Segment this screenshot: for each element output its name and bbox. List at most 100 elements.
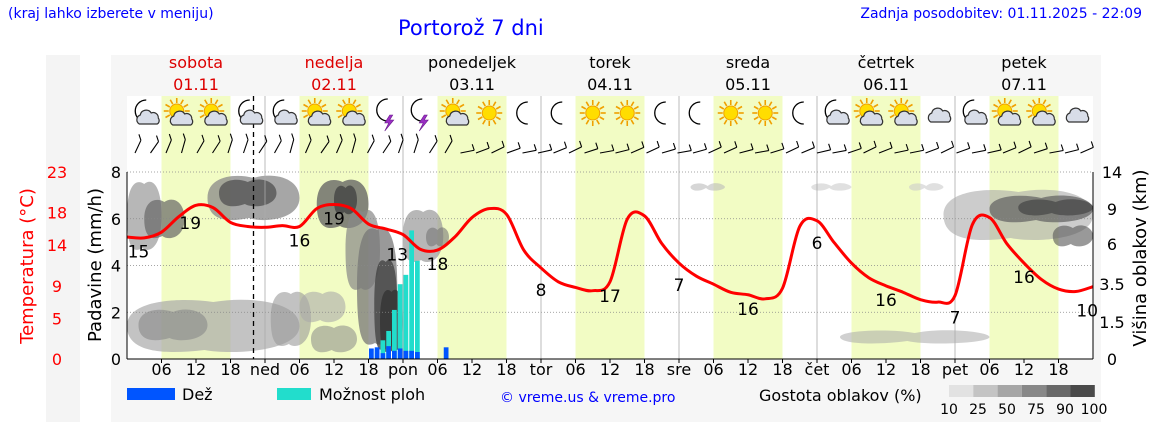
wind-shaft bbox=[584, 148, 598, 154]
temp-tick-label: 14 bbox=[47, 236, 67, 255]
rain-bar bbox=[409, 350, 414, 359]
wind-shaft bbox=[708, 146, 722, 154]
sun-ray bbox=[441, 103, 447, 108]
moon-cloud-icon bbox=[134, 99, 160, 125]
day-header: sreda 05.11 bbox=[725, 53, 771, 94]
sun-icon bbox=[476, 100, 503, 126]
cloud-area bbox=[811, 183, 852, 191]
sun-ray bbox=[581, 105, 587, 110]
wind-shaft bbox=[491, 146, 505, 154]
wind-barb bbox=[1033, 142, 1048, 154]
rain-bar bbox=[443, 347, 449, 359]
sun-ray bbox=[723, 119, 728, 125]
wind-barb bbox=[537, 143, 553, 154]
wind-feather bbox=[308, 133, 312, 141]
cloud-shape bbox=[997, 110, 1022, 126]
wind-shaft bbox=[971, 149, 986, 154]
sun-ray bbox=[630, 101, 635, 107]
wind-feather bbox=[400, 133, 404, 140]
wind-feather bbox=[811, 141, 815, 148]
sun-ray bbox=[169, 99, 174, 105]
wind-shaft bbox=[444, 140, 453, 154]
wind-barb bbox=[444, 134, 453, 154]
wind-shaft bbox=[320, 141, 330, 154]
wind-barb bbox=[335, 134, 343, 154]
cloud-density-swatch bbox=[949, 385, 974, 397]
x-tick-label: ned bbox=[250, 360, 280, 379]
sun-ray bbox=[894, 99, 898, 105]
wind-feather bbox=[501, 140, 505, 148]
temperature-label: 19 bbox=[323, 210, 345, 230]
day-date: 04.11 bbox=[587, 75, 633, 94]
wind-barb bbox=[940, 140, 955, 154]
day-name: petek bbox=[1001, 53, 1047, 72]
rain-bar bbox=[369, 348, 374, 359]
x-tick-label: 18 bbox=[358, 360, 378, 379]
day-header: torek 04.11 bbox=[587, 53, 633, 94]
wind-barb bbox=[1049, 144, 1064, 154]
wind-feather bbox=[1028, 140, 1032, 148]
rain-bar bbox=[380, 353, 386, 359]
x-tick-label: 18 bbox=[772, 360, 792, 379]
wind-feather bbox=[889, 141, 893, 149]
wind-barb bbox=[692, 143, 708, 154]
wind-barb bbox=[242, 133, 249, 154]
cloud-height-tick-label: 1.5 bbox=[1099, 313, 1124, 332]
sun-cloud-icon bbox=[336, 98, 366, 126]
wind-shaft bbox=[134, 140, 142, 154]
sun-icon bbox=[752, 100, 779, 126]
sun-ray bbox=[456, 99, 460, 105]
sun-ray bbox=[620, 101, 624, 107]
wind-shaft bbox=[537, 149, 552, 154]
sun-ray bbox=[342, 99, 346, 105]
wind-shaft bbox=[274, 140, 282, 154]
location-menu-hint: (kraj lahko izberete v meniju) bbox=[8, 6, 214, 22]
cloud-density-level: 90 bbox=[1056, 402, 1074, 418]
cloud-shape bbox=[1065, 107, 1090, 123]
sun-ray bbox=[889, 114, 895, 119]
moon-icon bbox=[688, 101, 701, 125]
wind-feather bbox=[905, 143, 909, 151]
cloud-shape bbox=[445, 110, 470, 126]
storm-chance-bar bbox=[386, 330, 391, 359]
page-title: Portorož 7 dni bbox=[398, 16, 544, 40]
wind-barb bbox=[367, 134, 375, 154]
sun-ray bbox=[855, 103, 861, 108]
day-header: sobota 01.11 bbox=[169, 53, 223, 94]
wind-feather bbox=[858, 142, 862, 149]
wind-shaft bbox=[506, 147, 521, 154]
sun-ray bbox=[889, 103, 895, 108]
cloud-shape bbox=[342, 110, 366, 126]
x-tick-label: čet bbox=[805, 360, 830, 379]
sun-ray bbox=[199, 103, 205, 108]
storm-chance-bar bbox=[392, 309, 397, 359]
moon-shape bbox=[516, 101, 528, 125]
day-date: 03.11 bbox=[449, 75, 495, 94]
wind-feather bbox=[201, 134, 205, 142]
moon-icon bbox=[516, 101, 528, 125]
wind-shaft bbox=[894, 149, 909, 154]
sun-ray bbox=[997, 99, 1002, 105]
cloud-area bbox=[1052, 225, 1093, 247]
storm-legend-label: Možnost ploh bbox=[319, 385, 425, 404]
cloud-area bbox=[1018, 199, 1093, 216]
day-date: 01.11 bbox=[173, 75, 219, 94]
sun-ray bbox=[599, 116, 605, 121]
wind-barb bbox=[553, 141, 567, 154]
rain-legend-label: Dež bbox=[182, 385, 213, 404]
wind-shaft bbox=[351, 139, 357, 154]
wind-barb bbox=[863, 140, 877, 154]
temp-tick-label: 5 bbox=[52, 309, 62, 328]
cloud-height-tick-label: 9 bbox=[1107, 200, 1117, 219]
wind-shaft bbox=[832, 149, 847, 154]
sun-ray bbox=[492, 119, 497, 125]
x-tick-label: 18 bbox=[220, 360, 240, 379]
x-tick-label: 12 bbox=[186, 360, 206, 379]
wind-feather bbox=[449, 134, 453, 142]
x-tick-label: pet bbox=[942, 360, 968, 379]
sun-ray bbox=[993, 114, 999, 119]
sun-ray bbox=[477, 116, 483, 121]
day-date: 02.11 bbox=[311, 75, 357, 94]
wind-feather bbox=[595, 142, 599, 149]
wind-feather bbox=[579, 140, 583, 148]
